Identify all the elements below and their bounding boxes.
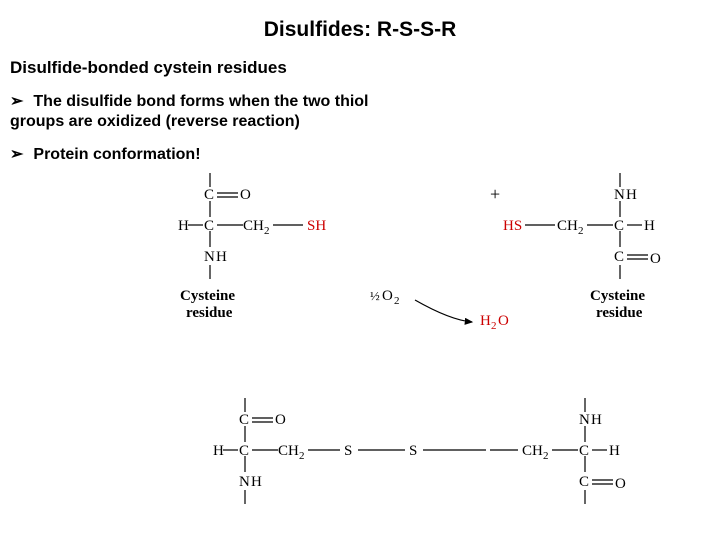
svg-text:CH: CH	[243, 218, 264, 234]
svg-text:2: 2	[491, 320, 497, 332]
svg-text:2: 2	[299, 450, 305, 462]
slide: Disulfides: R-S-S-R Disulfide-bonded cys…	[0, 0, 720, 540]
svg-text:N: N	[579, 412, 590, 428]
svg-text:2: 2	[394, 295, 400, 307]
svg-text:O: O	[615, 476, 626, 492]
svg-text:S: S	[344, 443, 352, 459]
svg-text:O: O	[275, 412, 286, 428]
svg-text:N: N	[204, 249, 215, 265]
svg-text:O: O	[240, 187, 251, 203]
svg-text:HS: HS	[503, 218, 522, 234]
bullet-marker-icon: ➢	[10, 92, 23, 112]
svg-text:N: N	[614, 187, 625, 203]
svg-text:2: 2	[543, 450, 549, 462]
svg-text:H: H	[609, 443, 620, 459]
bullet-1: ➢The disulfide bond forms when the two t…	[10, 92, 369, 132]
svg-text:C: C	[239, 443, 249, 459]
bullet-marker-icon: ➢	[10, 145, 23, 165]
svg-text:Cysteine: Cysteine	[180, 288, 235, 304]
svg-text:C: C	[614, 218, 624, 234]
svg-text:½: ½	[370, 288, 380, 303]
svg-text:SH: SH	[307, 218, 326, 234]
svg-text:H: H	[178, 218, 189, 234]
svg-text:H: H	[626, 187, 637, 203]
svg-text:2: 2	[578, 225, 584, 237]
svg-text:H: H	[480, 313, 491, 329]
svg-text:H: H	[213, 443, 224, 459]
svg-text:C: C	[579, 443, 589, 459]
svg-text:C: C	[204, 187, 214, 203]
svg-text:2: 2	[264, 225, 270, 237]
svg-text:+: +	[490, 184, 500, 204]
svg-text:H: H	[644, 218, 655, 234]
svg-text:H: H	[591, 412, 602, 428]
svg-text:residue: residue	[186, 305, 233, 321]
svg-text:N: N	[239, 474, 250, 490]
svg-text:O: O	[498, 313, 509, 329]
svg-text:O: O	[650, 251, 661, 267]
svg-text:C: C	[239, 412, 249, 428]
svg-text:C: C	[579, 474, 589, 490]
svg-text:S: S	[409, 443, 417, 459]
chemistry-diagram: COHCCH2SHNHCysteineresidueNHCHHSCH2COCys…	[150, 170, 710, 540]
svg-text:O: O	[382, 288, 393, 304]
slide-subtitle: Disulfide-bonded cystein residues	[10, 58, 287, 78]
svg-text:CH: CH	[278, 443, 299, 459]
slide-title: Disulfides: R-S-S-R	[0, 18, 720, 42]
svg-text:H: H	[251, 474, 262, 490]
svg-text:C: C	[614, 249, 624, 265]
svg-text:CH: CH	[522, 443, 543, 459]
svg-text:C: C	[204, 218, 214, 234]
bullet-2: ➢Protein conformation!	[10, 145, 201, 165]
svg-text:residue: residue	[596, 305, 643, 321]
svg-text:Cysteine: Cysteine	[590, 288, 645, 304]
svg-text:H: H	[216, 249, 227, 265]
svg-text:CH: CH	[557, 218, 578, 234]
